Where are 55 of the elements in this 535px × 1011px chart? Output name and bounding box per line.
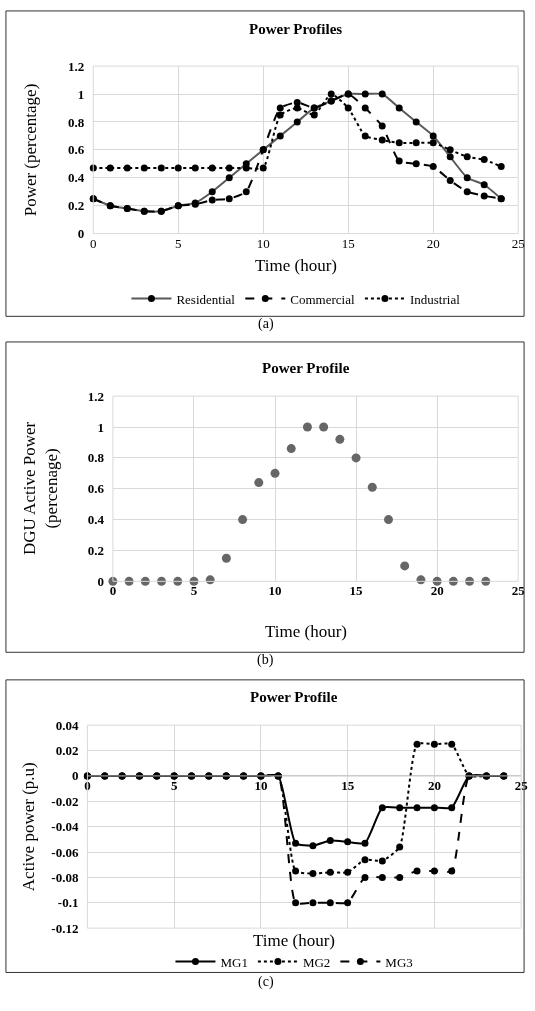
y-tick-label: 1 xyxy=(97,419,104,435)
legend-label: Commercial xyxy=(290,291,355,307)
x-tick-label: 5 xyxy=(175,235,182,251)
x-tick-label: 20 xyxy=(426,235,440,251)
legend-label: Industrial xyxy=(409,291,461,307)
x-tick-label: 5 xyxy=(170,777,178,793)
x-tick-label: 20 xyxy=(430,583,444,599)
x-tick-label: 20 xyxy=(427,777,441,793)
y-tick-label: 1.2 xyxy=(68,58,85,74)
x-axis-title: Time (hour) xyxy=(253,931,336,950)
y-tick-label: -0.04 xyxy=(51,819,79,835)
y-tick-label: 0.8 xyxy=(87,450,105,466)
x-tick-label: 25 xyxy=(511,583,526,599)
y-tick-label: 0.4 xyxy=(68,170,85,186)
x-tick-label: 25 xyxy=(511,235,525,251)
x-tick-label: 15 xyxy=(341,777,355,793)
x-tick-label: 15 xyxy=(341,235,355,251)
y-tick-label: -0.12 xyxy=(51,920,79,936)
y-tick-label: 1 xyxy=(77,86,85,102)
y-axis-title: Power (percentage) xyxy=(20,83,40,217)
legend-label: MG2 xyxy=(302,954,331,970)
x-axis-title: Time (hour) xyxy=(265,622,348,641)
x-tick-label: 0 xyxy=(109,583,117,599)
x-tick-label: 10 xyxy=(268,583,282,599)
chart-title: Power Profile xyxy=(250,689,338,705)
y-tick-label: -0.08 xyxy=(51,869,79,885)
y-tick-label: 0.02 xyxy=(55,743,79,759)
y-tick-label: 0.04 xyxy=(55,717,79,733)
legend-label: MG1 xyxy=(220,954,248,970)
text: (b) xyxy=(257,652,274,668)
legend-label: MG3 xyxy=(385,954,413,970)
y-tick-label: 0.8 xyxy=(68,114,85,130)
x-axis-title: Time (hour) xyxy=(255,256,338,275)
x-tick-label: 10 xyxy=(254,777,268,793)
legend-label: Residential xyxy=(176,291,236,307)
y-tick-label: 1.2 xyxy=(87,388,104,404)
y-tick-label: 0.6 xyxy=(87,481,105,497)
x-tick-label: 5 xyxy=(190,583,198,599)
text: (c) xyxy=(258,974,274,990)
y-tick-label: -0.1 xyxy=(57,895,79,911)
y-tick-label: 0.2 xyxy=(87,543,104,559)
chart-title: Power Profiles xyxy=(249,21,343,37)
y-tick-label: 0.4 xyxy=(87,512,105,528)
y-axis-title: DGU Active Power (percenage) xyxy=(19,421,61,556)
y-tick-label: 0.6 xyxy=(68,142,85,158)
y-axis-title: Active power (p.u) xyxy=(18,762,38,892)
y-tick-label: -0.06 xyxy=(51,844,79,860)
text: (a) xyxy=(258,316,274,332)
chart-title: Power Profile xyxy=(262,360,350,376)
y-tick-label: 0.2 xyxy=(68,198,85,214)
y-tick-label: 0 xyxy=(97,573,104,589)
x-tick-label: 25 xyxy=(514,777,529,793)
x-tick-label: 15 xyxy=(349,583,364,599)
x-tick-label: 10 xyxy=(256,235,270,251)
y-tick-label: -0.02 xyxy=(51,793,79,809)
